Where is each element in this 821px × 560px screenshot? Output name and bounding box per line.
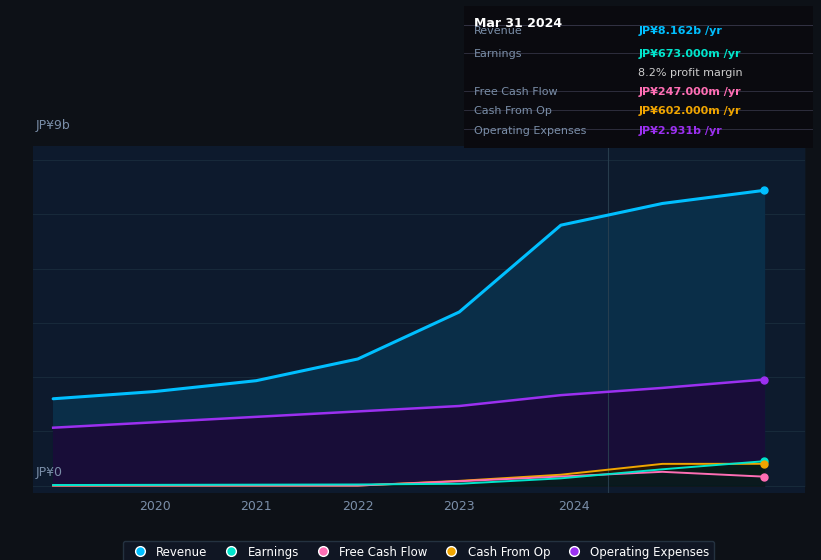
Text: JP¥247.000m /yr: JP¥247.000m /yr [639, 87, 741, 97]
Text: Mar 31 2024: Mar 31 2024 [475, 17, 562, 30]
Text: JP¥0: JP¥0 [35, 466, 62, 479]
Text: Revenue: Revenue [475, 26, 523, 36]
Text: JP¥8.162b /yr: JP¥8.162b /yr [639, 26, 722, 36]
Text: 8.2% profit margin: 8.2% profit margin [639, 68, 743, 78]
Text: Free Cash Flow: Free Cash Flow [475, 87, 558, 97]
Text: Earnings: Earnings [475, 49, 523, 59]
Text: JP¥602.000m /yr: JP¥602.000m /yr [639, 106, 741, 116]
Text: JP¥9b: JP¥9b [35, 119, 70, 132]
Text: JP¥673.000m /yr: JP¥673.000m /yr [639, 49, 741, 59]
Text: Operating Expenses: Operating Expenses [475, 125, 587, 136]
Text: JP¥2.931b /yr: JP¥2.931b /yr [639, 125, 722, 136]
Text: Cash From Op: Cash From Op [475, 106, 553, 116]
Legend: Revenue, Earnings, Free Cash Flow, Cash From Op, Operating Expenses: Revenue, Earnings, Free Cash Flow, Cash … [123, 541, 714, 560]
